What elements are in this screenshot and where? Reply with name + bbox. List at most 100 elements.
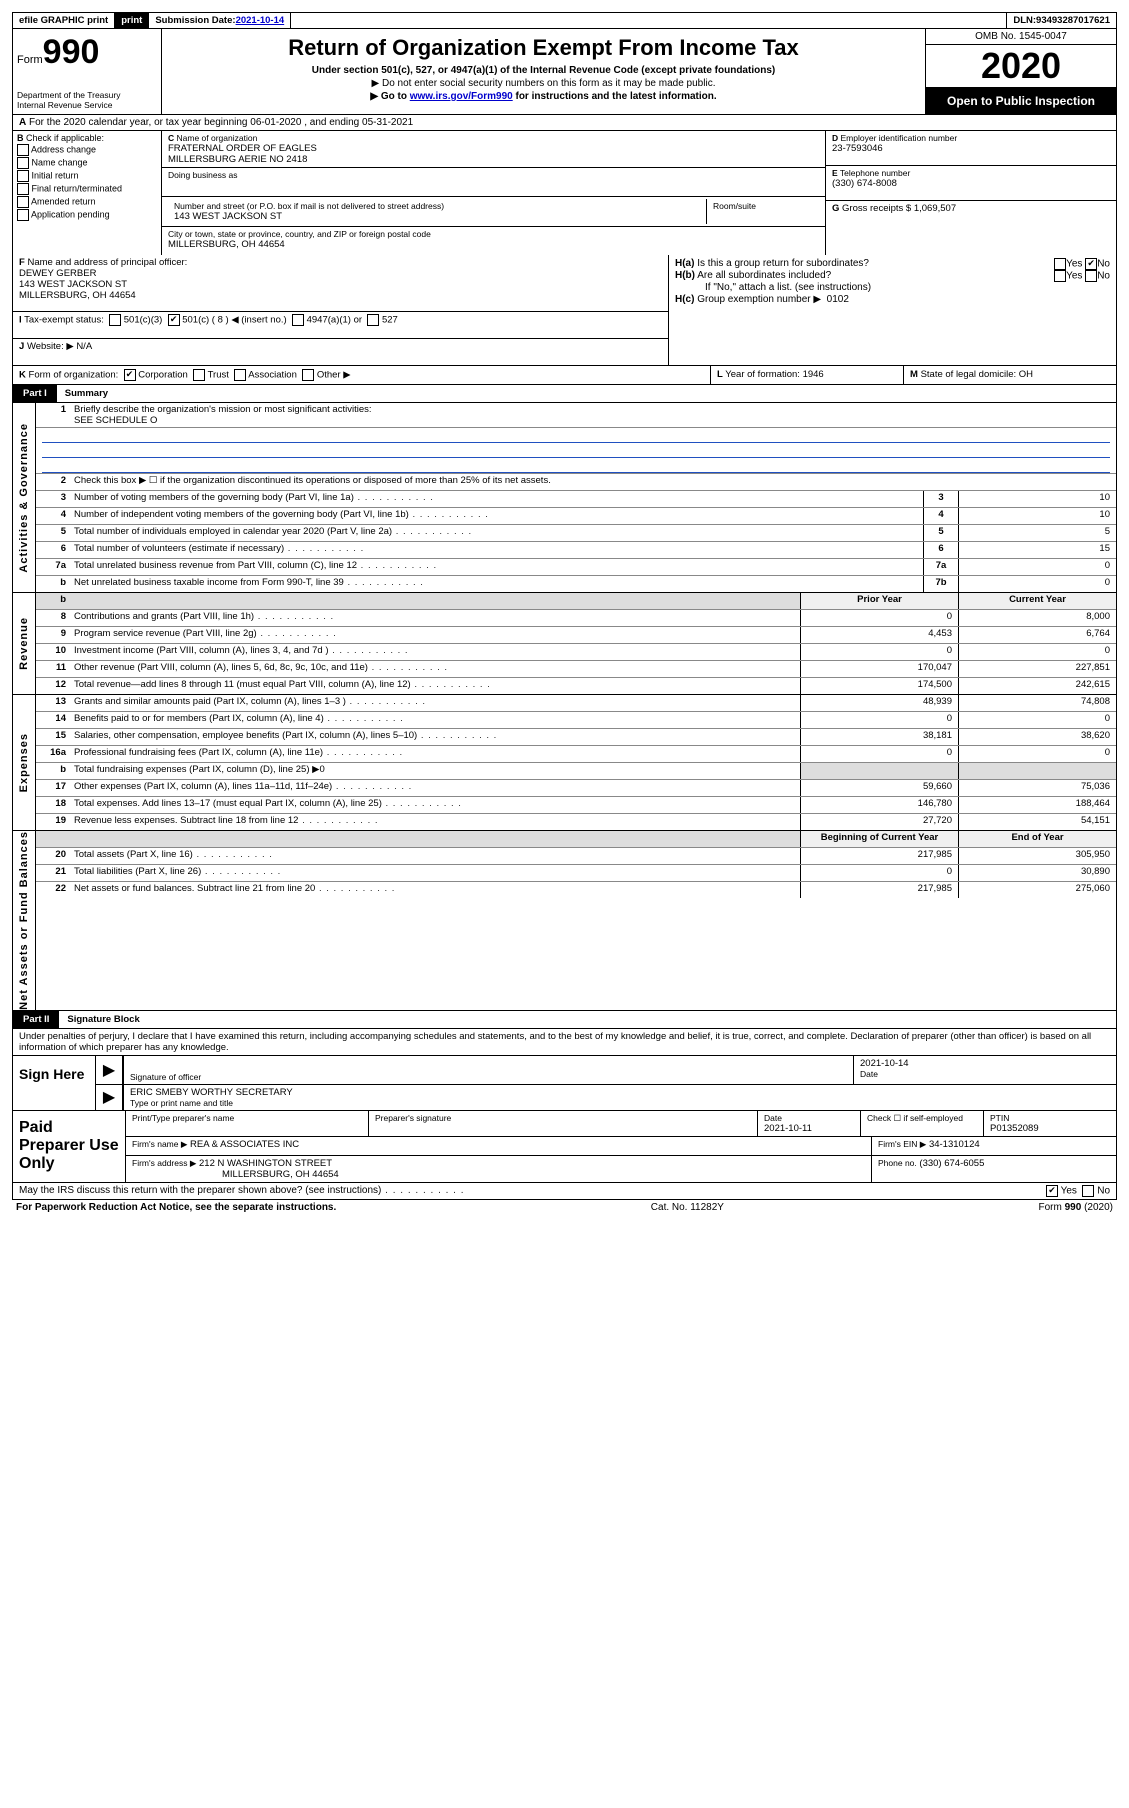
ha-text: Is this a group return for subordinates? [697,258,869,269]
form-header: Form990 Department of the Treasury Inter… [12,29,1117,115]
discuss-no[interactable] [1082,1185,1094,1197]
cb-amended[interactable]: Amended return [17,196,157,208]
ha-yes[interactable] [1054,258,1066,270]
phone-val: (330) 674-8008 [832,178,1110,189]
vside-exp: Expenses [13,695,36,830]
efile-label: efile GRAPHIC print [13,13,115,28]
org-name-2: MILLERSBURG AERIE NO 2418 [168,154,819,165]
col-b: B Check if applicable: Address change Na… [13,131,162,255]
l-cell: L Year of formation: 1946 [711,366,904,384]
cb-assoc[interactable] [234,369,246,381]
l2-text: Check this box ▶ ☐ if the organization d… [70,474,1116,490]
sig-date: 2021-10-14 [860,1058,1110,1069]
form-title: Return of Organization Exempt From Incom… [168,35,919,61]
table-row: 19 Revenue less expenses. Subtract line … [36,814,1116,830]
printed-lbl: Type or print name and title [130,1098,1110,1108]
ein-lbl: Employer identification number [841,133,958,143]
k-lbl: Form of organization: [29,370,119,381]
form-number: 990 [43,33,100,71]
discuss-text: May the IRS discuss this return with the… [19,1185,1046,1197]
website-lbl: Website: ▶ [27,341,74,352]
header-center: Return of Organization Exempt From Incom… [162,29,926,114]
cb-trust[interactable] [193,369,205,381]
cb-app-pending[interactable]: Application pending [17,209,157,221]
ein-val: 23-7593046 [832,143,1110,154]
spacer [291,13,1007,28]
sig-officer-lbl: Signature of officer [130,1072,847,1082]
cb-final-return[interactable]: Final return/terminated [17,183,157,195]
firm-ein-lbl: Firm's EIN ▶ [878,1139,926,1149]
row-klm: K Form of organization: Corporation Trus… [12,366,1117,385]
top-bar: efile GRAPHIC print print Submission Dat… [12,12,1117,29]
part2-title: Signature Block [59,1011,147,1028]
table-row: 17 Other expenses (Part IX, column (A), … [36,780,1116,797]
cb-corp[interactable] [124,369,136,381]
block-fhi: F Name and address of principal officer:… [12,255,1117,366]
printed-name: ERIC SMEBY WORTHY SECRETARY [130,1087,1110,1098]
hb-note: If "No," attach a list. (see instruction… [675,282,1110,293]
cb-address-change[interactable]: Address change [17,144,157,156]
print-button[interactable]: print [115,13,149,28]
open-to-public: Open to Public Inspection [926,88,1116,114]
part2-header: Part II Signature Block [12,1011,1117,1029]
prep-date: 2021-10-11 [764,1123,854,1134]
cb-501c3[interactable] [109,314,121,326]
table-row: 14 Benefits paid to or for members (Part… [36,712,1116,729]
firm-addr-lbl: Firm's address ▶ [132,1158,196,1168]
firm-phone-lbl: Phone no. [878,1158,917,1168]
hb-yes[interactable] [1054,270,1066,282]
cb-4947[interactable] [292,314,304,326]
ssn-warning: Do not enter social security numbers on … [168,78,919,89]
cb-other[interactable] [302,369,314,381]
city-lbl: City or town, state or province, country… [168,229,819,239]
hdr-end: End of Year [958,831,1116,847]
gov-row: 7a Total unrelated business revenue from… [36,559,1116,576]
l1-text: Briefly describe the organization's miss… [74,404,372,415]
dept-irs: Internal Revenue Service [17,100,157,110]
hdr-begin: Beginning of Current Year [800,831,958,847]
firm-addr1: 212 N WASHINGTON STREET [199,1158,332,1169]
firm-addr2: MILLERSBURG, OH 44654 [132,1169,339,1180]
ha-no[interactable] [1085,258,1097,270]
tax-status-lbl: Tax-exempt status: [24,315,104,326]
gross-lbl: Gross receipts $ [842,203,911,214]
gov-row: 4 Number of independent voting members o… [36,508,1116,525]
prep-selfemp: Check ☐ if self-employed [861,1111,984,1136]
firm-ein: 34-1310124 [929,1139,980,1150]
firm-name-lbl: Firm's name ▶ [132,1139,187,1149]
header-left: Form990 Department of the Treasury Inter… [13,29,162,114]
sig-arrow2-icon: ▶ [96,1085,124,1110]
part1-tag: Part I [13,385,57,402]
officer-name: DEWEY GERBER [19,268,96,279]
date-lbl: Date [860,1069,1110,1079]
cb-initial-return[interactable]: Initial return [17,170,157,182]
vside-rev: Revenue [13,593,36,694]
cb-name-change[interactable]: Name change [17,157,157,169]
table-row: 9 Program service revenue (Part VIII, li… [36,627,1116,644]
firm-name: REA & ASSOCIATES INC [190,1139,299,1150]
row-a: A For the 2020 calendar year, or tax yea… [12,115,1117,131]
section-expenses: Expenses 13 Grants and similar amounts p… [12,695,1117,831]
website-val: N/A [76,341,92,352]
tax-year: 2020 [926,45,1116,88]
cb-501c[interactable] [168,314,180,326]
cb-527[interactable] [367,314,379,326]
irs-link[interactable]: www.irs.gov/Form990 [410,91,513,102]
discuss-yes[interactable] [1046,1185,1058,1197]
m-cell: M State of legal domicile: OH [904,366,1116,384]
block-bcd: B Check if applicable: Address change Na… [12,131,1117,255]
hdr-prior: Prior Year [800,593,958,609]
table-row: 10 Investment income (Part VIII, column … [36,644,1116,661]
hb-no[interactable] [1085,270,1097,282]
form-word: Form [17,54,43,66]
goto-pre: Go to [381,91,410,102]
sign-here: Sign Here [13,1056,96,1110]
tax-period: For the 2020 calendar year, or tax year … [29,117,413,128]
preparer-title: Paid Preparer Use Only [13,1111,126,1182]
k-cell: K Form of organization: Corporation Trus… [13,366,711,384]
officer-addr2: MILLERSBURG, OH 44654 [19,290,136,301]
discuss-row: May the IRS discuss this return with the… [12,1183,1117,1200]
omb-number: OMB No. 1545-0047 [926,29,1116,45]
prep-sig-lbl: Preparer's signature [375,1113,751,1123]
footer-right: Form 990 (2020) [1039,1202,1113,1213]
